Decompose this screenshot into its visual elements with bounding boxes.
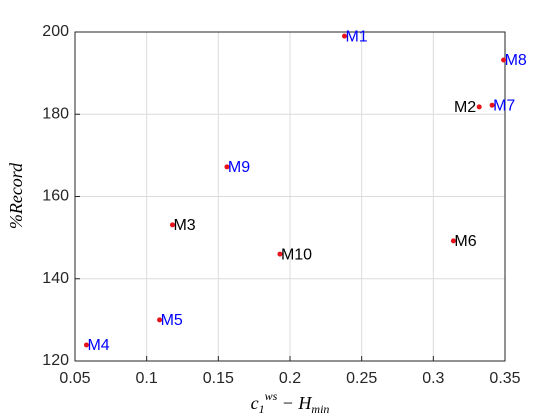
x-tick-label: 0.35 [489,370,520,387]
x-label-part: c [251,393,259,413]
x-axis-label: c1ws − Hmin [251,389,330,416]
point [476,104,482,110]
point-label: M10 [281,246,312,263]
point-label: M6 [454,233,476,250]
point [83,342,89,348]
point-label: M1 [345,28,367,45]
y-tick-label: 140 [42,270,69,287]
point-label: M7 [493,97,515,114]
point-label: M5 [161,312,183,329]
x-tick-label: 0.2 [279,370,301,387]
point [341,33,347,39]
point [277,251,283,257]
y-tick-label: 200 [42,23,69,40]
point [224,164,230,170]
point-label: M4 [87,337,109,354]
point-label: M8 [505,52,527,69]
x-tick-label: 0.3 [422,370,444,387]
y-tick-label: 180 [42,105,69,122]
x-label-sub: 1 [259,402,265,416]
point [501,57,507,63]
x-label-sub: min [311,402,329,416]
y-tick-label: 160 [42,188,69,205]
point [157,317,163,323]
x-tick-label: 0.15 [203,370,234,387]
point [450,238,456,244]
point-label: M3 [173,217,195,234]
x-tick-label: 0.05 [59,370,90,387]
point [489,102,495,108]
x-label-sup: ws [265,389,278,403]
x-tick-label: 0.1 [136,370,158,387]
y-tick-label: 120 [42,352,69,369]
point-label: M2 [454,99,476,116]
x-label-part: − H [277,393,312,413]
point [169,222,175,228]
x-tick-label: 0.25 [346,370,377,387]
y-axis-label: %Record [6,162,26,229]
point-label: M9 [228,159,250,176]
